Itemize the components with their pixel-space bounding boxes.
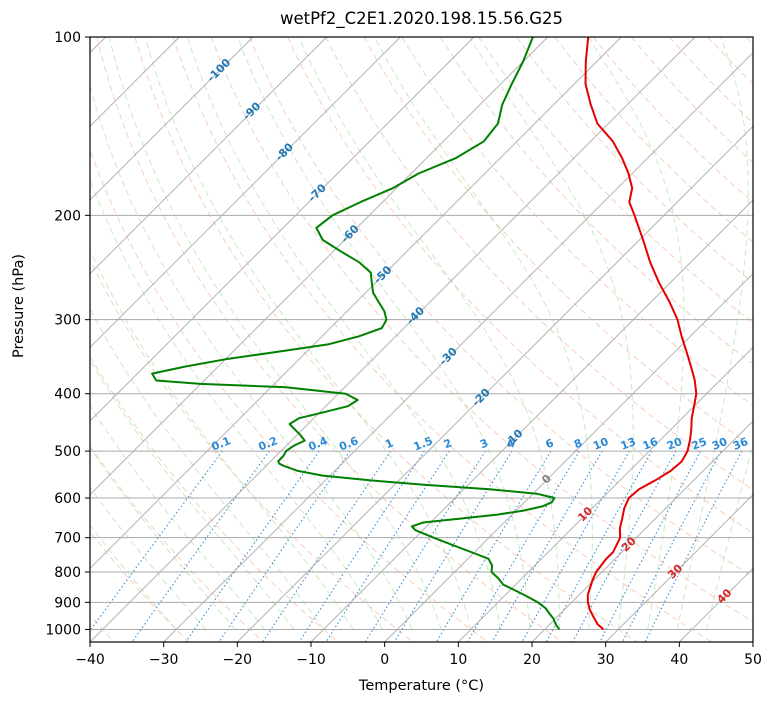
y-tick-label: 1000 <box>45 622 81 638</box>
isotherm-line <box>237 37 775 642</box>
moist-adiabat-line <box>78 37 412 629</box>
mixing-ratio-line <box>522 451 629 642</box>
moist-adiabat-line <box>187 37 500 629</box>
dry-adiabat-line <box>97 37 563 642</box>
x-tick-label: −20 <box>223 652 253 668</box>
dry-adiabat-line <box>555 37 775 642</box>
x-tick-label: −30 <box>149 652 179 668</box>
dry-adiabat-label: -50 <box>371 263 394 286</box>
dry-adiabat-line <box>0 37 264 642</box>
y-tick-label: 600 <box>54 491 81 507</box>
dry-adiabat-label: 30 <box>665 561 685 581</box>
mixing-ratio-label: 36 <box>731 435 750 453</box>
x-tick-label: 10 <box>449 652 467 668</box>
dry-adiabat-label: 10 <box>575 504 595 524</box>
dry-adiabat-line <box>0 37 189 642</box>
mixing-ratio-line <box>468 451 580 642</box>
dry-adiabat-label: -90 <box>240 99 263 122</box>
y-tick-label: 700 <box>54 531 81 547</box>
y-axis-label: Pressure (hPa) <box>11 316 27 358</box>
isotherm-line <box>90 37 695 642</box>
dry-adiabat-line <box>20 37 413 642</box>
moist-adiabat-line <box>707 37 775 629</box>
moist-adiabat-line <box>51 37 382 629</box>
mixing-ratio-label: 16 <box>641 435 660 453</box>
y-tick-label: 100 <box>54 30 81 46</box>
dry-adiabat-label: -10 <box>502 426 525 449</box>
x-axis-label: Temperature (°C) <box>90 678 753 694</box>
isotherm-line <box>679 37 775 642</box>
isotherm-line <box>0 37 253 642</box>
isotherm-line <box>532 37 775 642</box>
moist-adiabat-line <box>0 37 206 629</box>
moist-adiabat-line <box>109 37 441 629</box>
dry-adiabat-label: 40 <box>714 586 734 606</box>
dry-adiabat-line <box>288 37 775 642</box>
moist-adiabat-line <box>145 37 471 629</box>
mixing-ratio-line <box>326 451 449 642</box>
mixing-ratio-label: 20 <box>665 435 684 453</box>
y-tick-label: 900 <box>54 595 81 611</box>
mixing-ratio-label: 3 <box>478 436 490 451</box>
x-tick-label: 0 <box>380 652 389 668</box>
moist-adiabat-line <box>470 37 634 629</box>
y-tick-label: 800 <box>54 565 81 581</box>
x-tick-label: −40 <box>75 652 105 668</box>
chart-title: wetPf2_C2E1.2020.198.15.56.G25 <box>90 9 753 28</box>
isotherm-line <box>753 37 775 642</box>
dry-adiabat-label: 0 <box>539 472 554 487</box>
isotherm-line <box>164 37 769 642</box>
dry-adiabat-line <box>326 37 775 642</box>
moist-adiabat-line <box>0 37 294 629</box>
mixing-ratio-label: 30 <box>710 435 729 453</box>
isotherm-line <box>0 37 400 642</box>
y-tick-label: 400 <box>54 387 81 403</box>
dry-adiabat-label: -100 <box>205 56 234 85</box>
dry-adiabat-label: -80 <box>273 140 296 163</box>
isotherm-line <box>0 37 327 642</box>
mixing-ratio-line <box>132 451 269 642</box>
x-tick-label: 50 <box>744 652 762 668</box>
x-tick-label: −10 <box>296 652 326 668</box>
dry-adiabat-line <box>746 37 775 642</box>
isotherm-line <box>458 37 775 642</box>
mixing-ratio-line <box>365 451 485 642</box>
y-tick-label: 500 <box>54 444 81 460</box>
x-tick-label: 40 <box>670 652 688 668</box>
mixing-ratio-label: 10 <box>591 435 610 453</box>
dry-adiabat-line <box>708 37 775 642</box>
mixing-ratio-label: 6 <box>544 436 556 451</box>
moist-adiabat-line <box>299 37 559 629</box>
mixing-ratio-line <box>436 451 551 642</box>
moist-adiabat-line <box>588 37 684 629</box>
isotherm-line <box>0 37 548 642</box>
y-tick-label: 300 <box>54 313 81 329</box>
isotherm-line <box>0 37 474 642</box>
dry-adiabat-label: -20 <box>470 386 493 409</box>
mixing-ratio-label: 2 <box>442 436 454 451</box>
dry-adiabat-label: -70 <box>306 181 329 204</box>
mixing-ratio-label: 13 <box>619 435 638 453</box>
y-tick-label: 200 <box>54 208 81 224</box>
x-tick-label: 20 <box>523 652 541 668</box>
dry-adiabat-line <box>59 37 488 642</box>
dry-adiabat-label: -60 <box>338 222 361 245</box>
dry-adiabat-line <box>670 37 775 642</box>
dry-adiabat-label: -30 <box>437 345 460 368</box>
mixing-ratio-label: 25 <box>690 435 709 453</box>
x-tick-label: 30 <box>597 652 615 668</box>
moist-adiabat-line <box>0 37 265 629</box>
